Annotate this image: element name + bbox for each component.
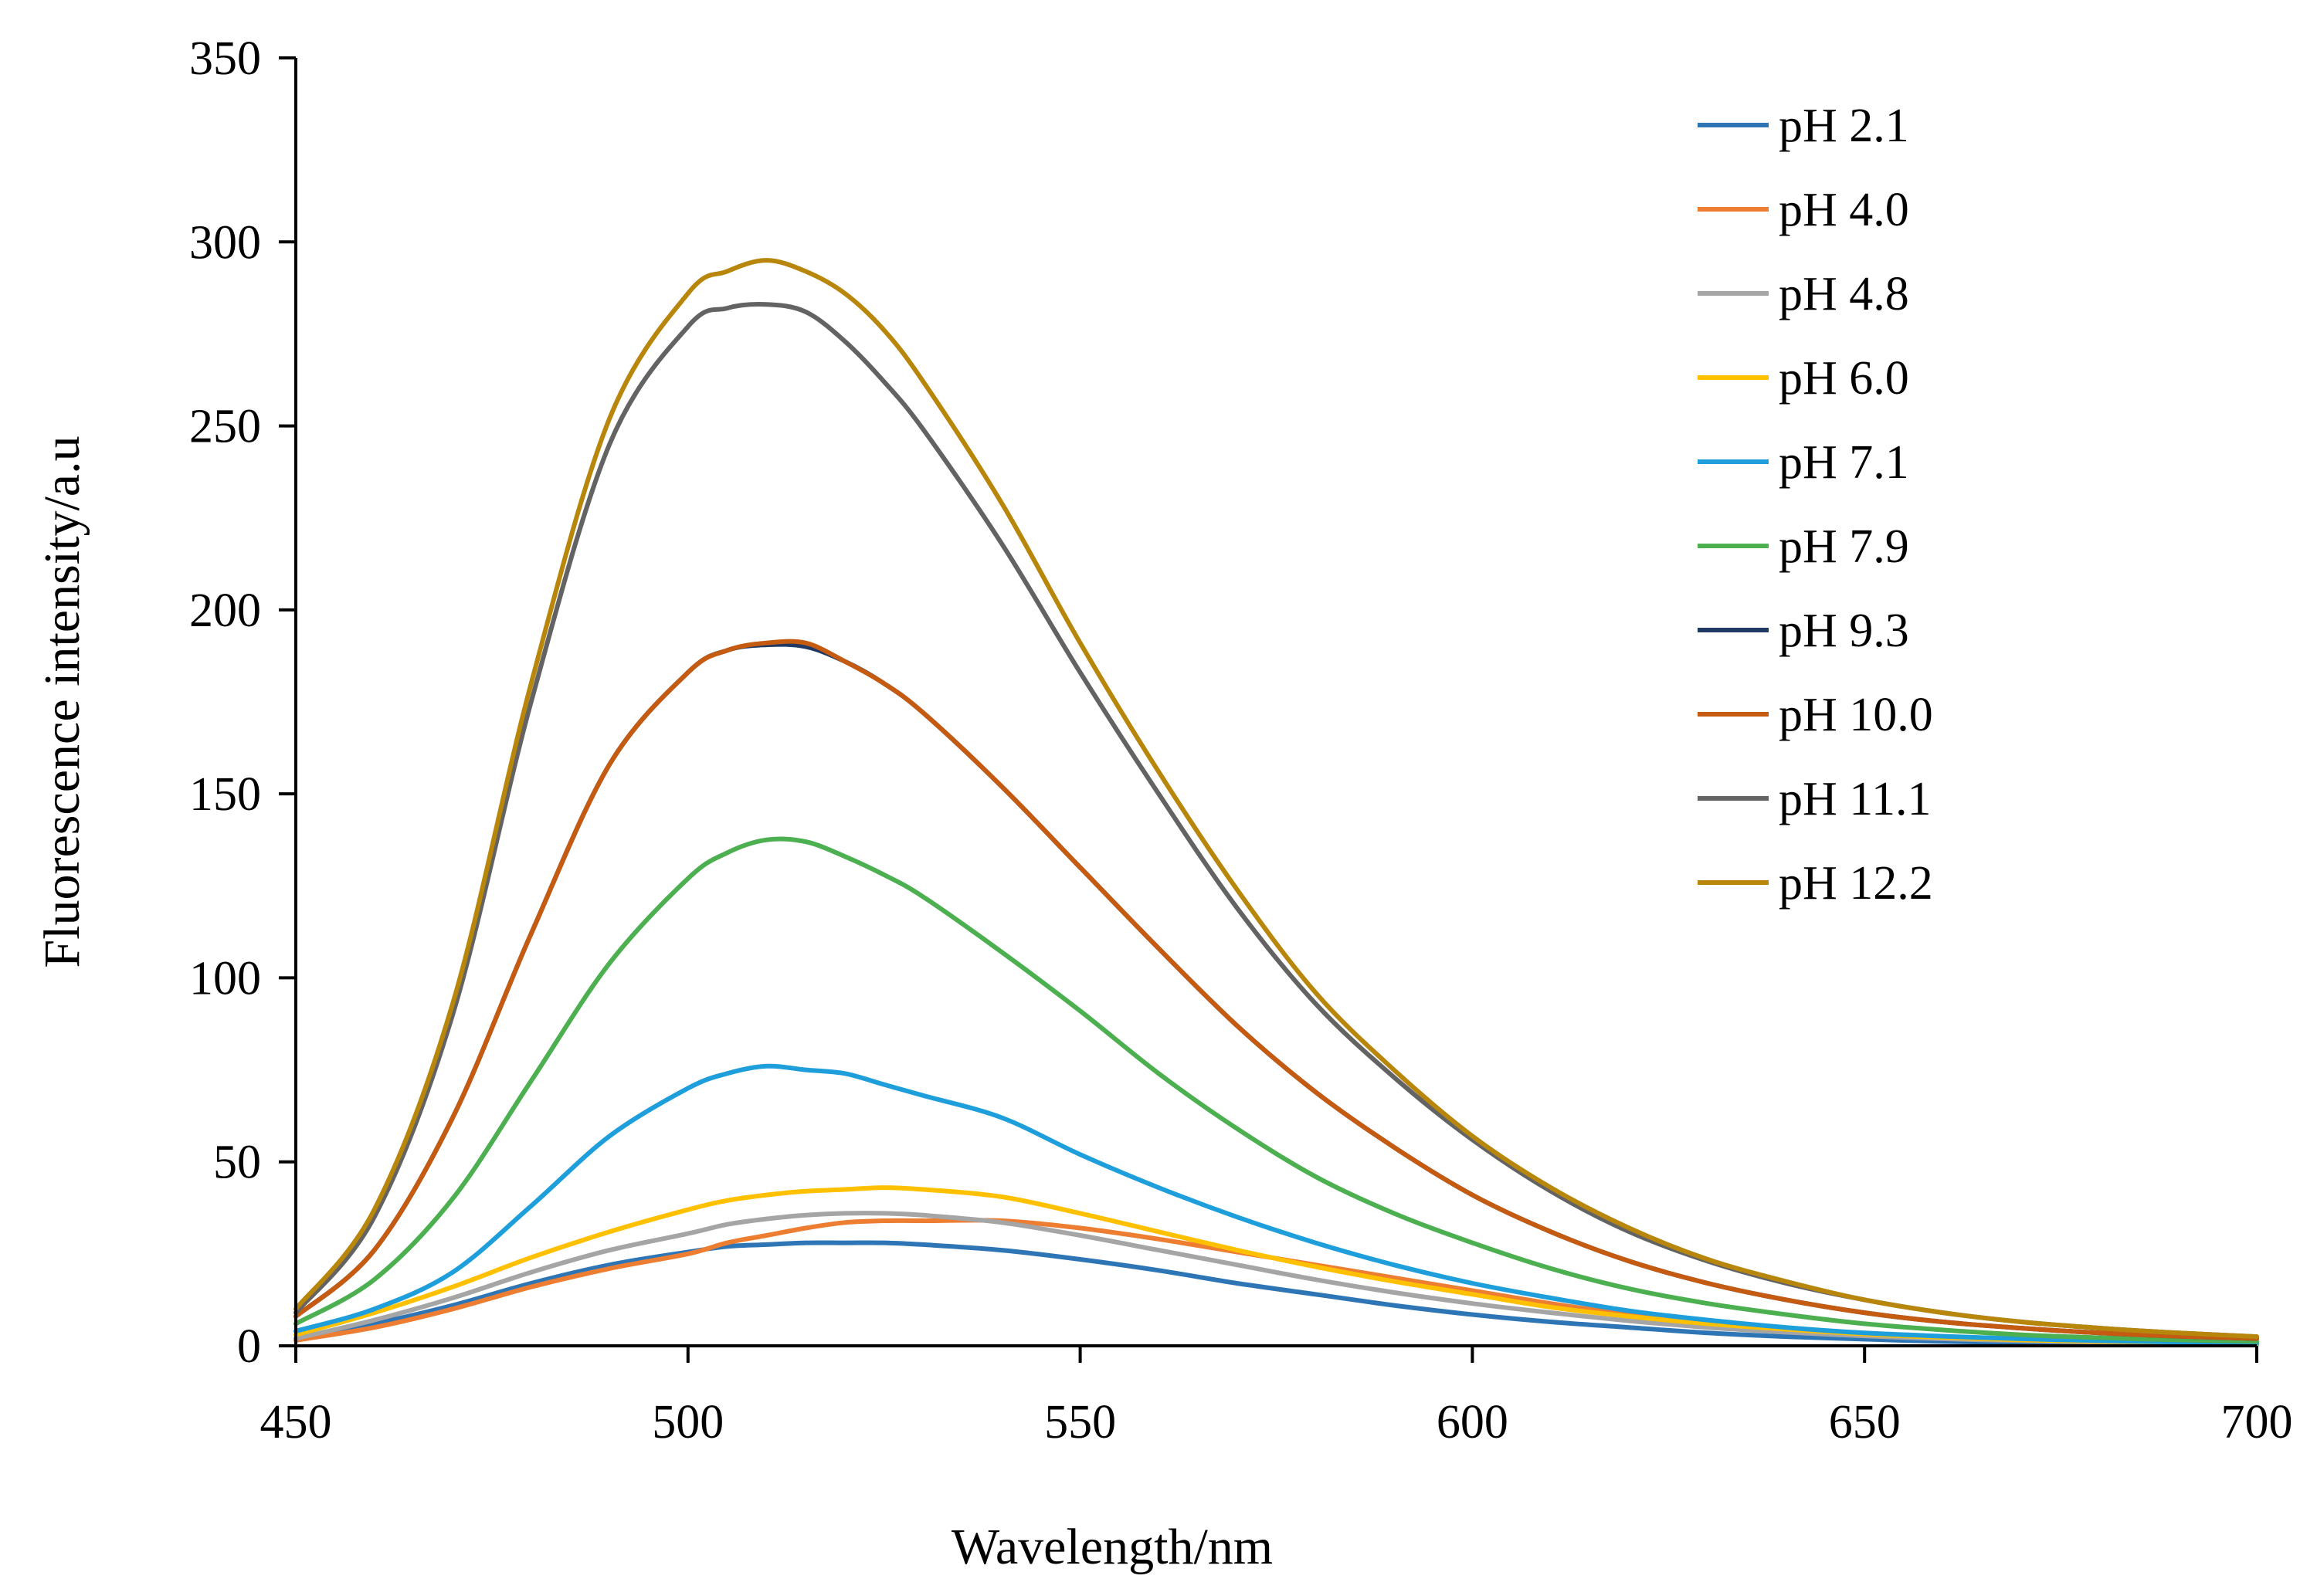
x-tick-label: 700: [2221, 1396, 2293, 1449]
y-tick-label: 0: [237, 1320, 261, 1373]
x-tick-label: 500: [652, 1396, 724, 1449]
y-tick-label: 150: [189, 768, 261, 821]
y-tick-label: 200: [189, 585, 261, 637]
x-tick-label: 550: [1044, 1396, 1116, 1449]
x-tick-label: 450: [260, 1396, 332, 1449]
legend-label-ph-12-2: pH 12.2: [1779, 857, 1933, 910]
series-line-ph-7-1: [293, 1063, 2259, 1346]
legend-label-ph-7-9: pH 7.9: [1779, 520, 1909, 573]
series-line-ph-6-0: [293, 1185, 2259, 1346]
plot-lines: [293, 258, 2259, 1347]
x-tick-label: 650: [1829, 1396, 1901, 1449]
x-axis-title: Wavelength/nm: [952, 1519, 1273, 1575]
series-line-ph-7-9: [293, 836, 2259, 1344]
legend-label-ph-9-3: pH 9.3: [1779, 605, 1909, 657]
series-line-ph-12-2: [293, 258, 2259, 1340]
legend-label-ph-4-0: pH 4.0: [1779, 184, 1909, 236]
y-tick-label: 100: [189, 952, 261, 1005]
x-axis-ticks: 450 500 550 600 650 700: [260, 1346, 2293, 1449]
y-tick-label: 250: [189, 401, 261, 453]
series-line-ph-10-0: [293, 639, 2259, 1341]
y-axis-title: Fluorescence intensity/a.u: [34, 435, 90, 967]
legend-label-ph-2-1: pH 2.1: [1779, 100, 1909, 152]
series-line-ph-11-1: [293, 302, 2259, 1340]
legend-label-ph-11-1: pH 11.1: [1779, 773, 1931, 825]
series-line-ph-2-1: [293, 1240, 2259, 1347]
legend-label-ph-6-0: pH 6.0: [1779, 352, 1909, 405]
legend: pH 2.1 pH 4.0 pH 4.8 pH 6.0 pH 7.1 pH 7.9 pH 9…: [1698, 100, 1933, 910]
y-tick-label: 50: [213, 1137, 261, 1189]
y-tick-label: 350: [189, 32, 261, 85]
y-axis-ticks: 0 50 100 150 200 250 300 350: [189, 32, 296, 1373]
x-tick-label: 600: [1437, 1396, 1508, 1449]
legend-label-ph-7-1: pH 7.1: [1779, 436, 1909, 489]
legend-label-ph-4-8: pH 4.8: [1779, 268, 1909, 320]
y-tick-label: 300: [189, 216, 261, 269]
legend-label-ph-10-0: pH 10.0: [1779, 689, 1933, 741]
